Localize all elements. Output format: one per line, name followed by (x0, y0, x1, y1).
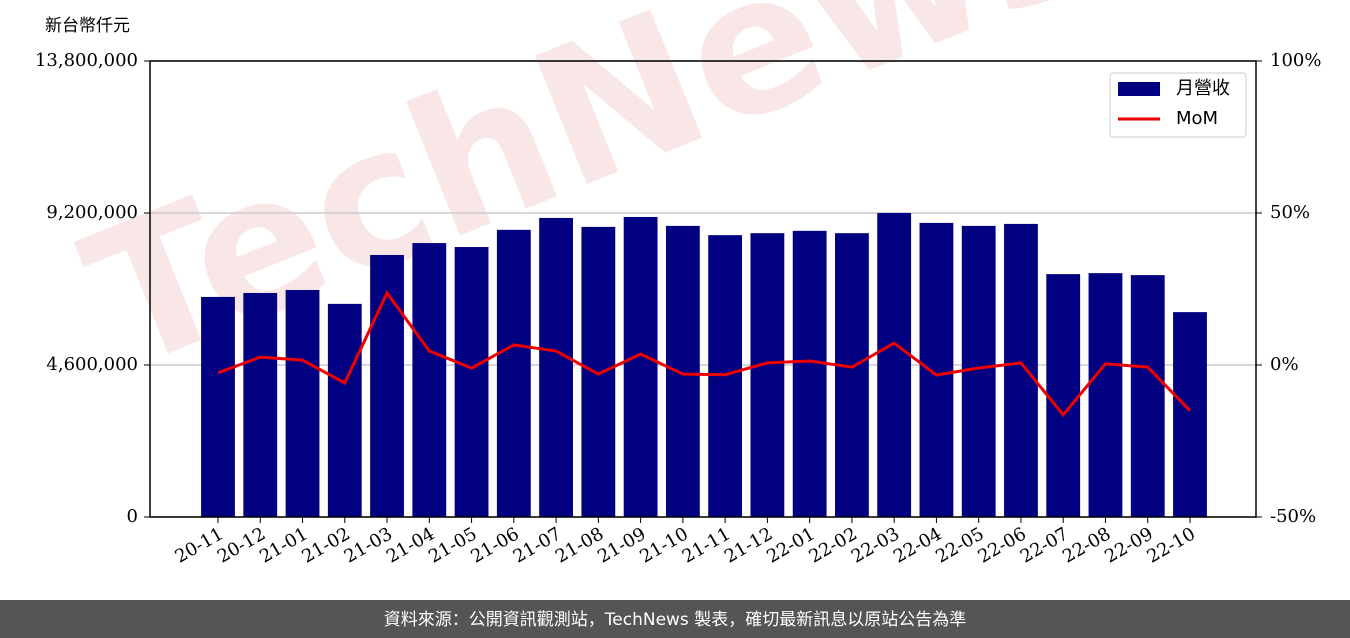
bar (285, 289, 320, 517)
bar (1088, 273, 1123, 517)
y2-tick-label: 100% (1270, 50, 1321, 71)
bar (327, 303, 362, 517)
bar (581, 226, 616, 517)
line (217, 290, 1192, 418)
y-tick-label: 9,200,000 (46, 202, 138, 223)
y2-tick-label: 0% (1270, 354, 1299, 375)
bar (243, 292, 278, 517)
x-tick-label: 22-10 (1144, 523, 1199, 567)
legend-label: MoM (1176, 108, 1218, 129)
bar (919, 222, 954, 518)
bar (623, 216, 658, 517)
bar (835, 233, 869, 517)
bar (412, 243, 447, 517)
legend-label: 月營收 (1176, 78, 1230, 99)
bar (1046, 274, 1081, 517)
bar (1004, 223, 1038, 517)
bar (370, 254, 404, 517)
bar (877, 213, 912, 517)
bar (665, 225, 700, 517)
y-axis-label: 新台幣仟元 (45, 16, 130, 36)
bar (750, 233, 785, 517)
bar (1173, 312, 1207, 517)
footer: 資料來源：公開資訊觀測站，TechNews 製表，確切最新訊息以原站公告為準 (384, 610, 966, 630)
legend-swatch (1118, 82, 1160, 96)
bar (792, 230, 827, 517)
y-tick-label: 13,800,000 (35, 50, 138, 71)
bar (961, 225, 996, 517)
footer-band (0, 600, 1350, 638)
bar (201, 296, 235, 517)
bar (539, 217, 573, 517)
y-tick-label: 0 (127, 506, 138, 527)
bar (496, 229, 531, 517)
bar (454, 247, 489, 517)
bar (1130, 275, 1165, 517)
y2-tick-label: -50% (1270, 506, 1316, 527)
y-tick-label: 4,600,000 (46, 354, 138, 375)
y2-tick-label: 50% (1270, 202, 1310, 223)
plot-frame (149, 60, 1257, 518)
